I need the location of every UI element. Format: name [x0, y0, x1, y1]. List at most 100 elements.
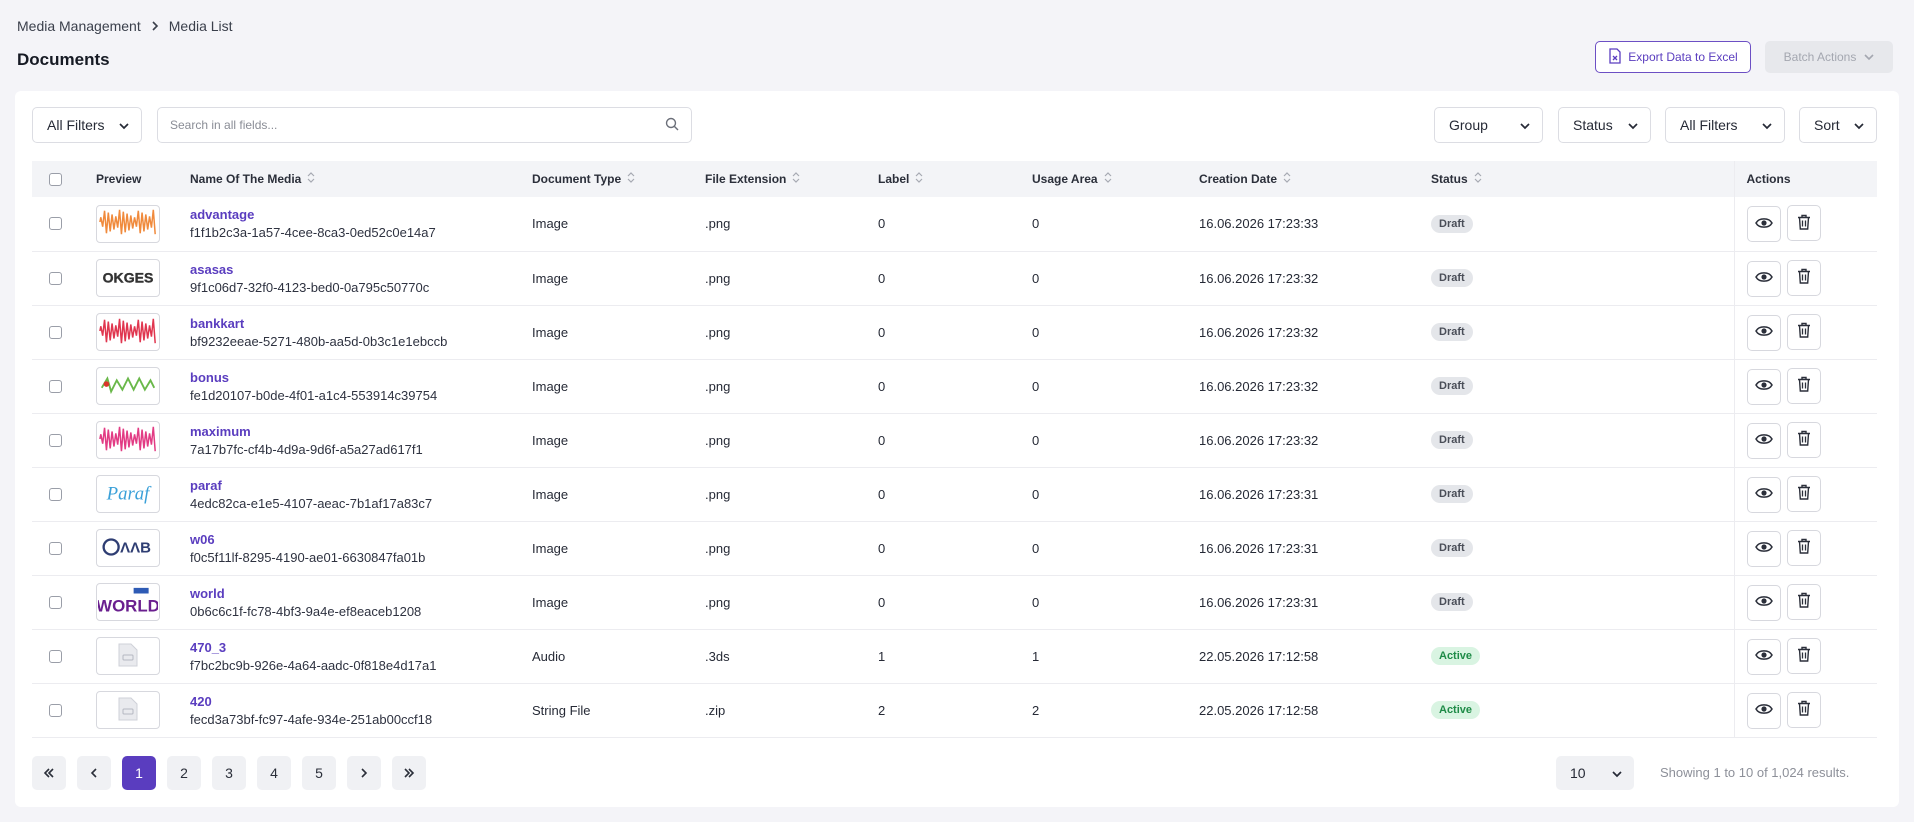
chevron-down-icon — [1628, 117, 1638, 133]
media-name-link[interactable]: 470_3 — [190, 639, 227, 655]
table-row[interactable]: 470_3 f7bc2bc9b-926e-4a64-aadc-0f818e4d1… — [32, 629, 1877, 683]
media-name-link[interactable]: w06 — [190, 531, 215, 547]
svg-text:Paraf: Paraf — [106, 483, 153, 504]
row-checkbox[interactable] — [49, 433, 62, 447]
col-type[interactable]: Document Type — [532, 161, 705, 197]
col-name[interactable]: Name Of The Media — [190, 161, 532, 197]
table-row[interactable]: maximum 7a17b7fc-cf4b-4d9a-9d6f-a5a27ad6… — [32, 413, 1877, 467]
media-name-link[interactable]: asasas — [190, 261, 234, 277]
search-input[interactable] — [170, 118, 650, 132]
view-button[interactable] — [1746, 206, 1781, 243]
row-checkbox[interactable] — [49, 595, 62, 609]
view-button[interactable] — [1746, 692, 1781, 729]
row-checkbox[interactable] — [49, 487, 62, 501]
view-button[interactable] — [1746, 422, 1781, 459]
sort-dropdown[interactable]: Sort — [1799, 107, 1877, 143]
search-box[interactable] — [157, 107, 692, 143]
delete-button[interactable] — [1786, 691, 1821, 728]
sort-icon[interactable] — [307, 172, 315, 186]
delete-button[interactable] — [1786, 367, 1821, 404]
page-button-2[interactable]: 2 — [167, 756, 201, 790]
media-preview[interactable] — [96, 204, 160, 243]
export-excel-button[interactable]: Export Data to Excel — [1595, 41, 1751, 73]
view-button[interactable] — [1746, 368, 1781, 405]
delete-button[interactable] — [1786, 205, 1821, 242]
view-button[interactable] — [1746, 584, 1781, 621]
view-button[interactable] — [1746, 314, 1781, 351]
table-row[interactable]: 420 fecd3a73bf-fc97-4afe-934e-251ab00ccf… — [32, 683, 1877, 737]
eye-icon — [1754, 324, 1773, 341]
document-type: Image — [532, 270, 569, 286]
media-preview[interactable] — [96, 313, 160, 351]
view-button[interactable] — [1746, 476, 1781, 513]
col-label[interactable]: Label — [878, 161, 1032, 197]
delete-button[interactable] — [1786, 529, 1821, 566]
sort-icon[interactable] — [1283, 172, 1291, 186]
media-preview[interactable]: OKGES — [96, 259, 160, 297]
page-size-select[interactable]: 10 — [1556, 756, 1634, 790]
view-button[interactable] — [1746, 638, 1781, 675]
status-dropdown[interactable]: Status — [1558, 107, 1651, 143]
media-name-link[interactable]: world — [190, 585, 225, 601]
page-button-3[interactable]: 3 — [212, 756, 246, 790]
delete-button[interactable] — [1786, 637, 1821, 674]
table-row[interactable]: bonus fe1d20107-b0de-4f01-a1c4-553914c39… — [32, 359, 1877, 413]
media-name-link[interactable]: advantage — [190, 207, 255, 223]
first-page-button[interactable] — [32, 756, 66, 790]
media-name-link[interactable]: 420 — [190, 693, 212, 709]
media-preview[interactable]: ΛΛB — [96, 529, 160, 567]
sort-icon[interactable] — [627, 172, 635, 186]
table-row[interactable]: bankkart bf9232eeae-5271-480b-aa5d-0b3c1… — [32, 305, 1877, 359]
media-name-link[interactable]: paraf — [190, 477, 222, 493]
delete-button[interactable] — [1786, 313, 1821, 350]
delete-button[interactable] — [1786, 583, 1821, 620]
row-checkbox[interactable] — [49, 325, 62, 339]
row-checkbox[interactable] — [49, 271, 62, 285]
all-filters-dropdown-left[interactable]: All Filters — [32, 107, 142, 143]
row-checkbox[interactable] — [49, 649, 62, 663]
sort-icon[interactable] — [1104, 172, 1112, 186]
media-preview[interactable] — [96, 421, 160, 459]
media-preview[interactable]: WORLD — [96, 583, 160, 621]
breadcrumb-root[interactable]: Media Management — [17, 18, 141, 34]
view-button[interactable] — [1746, 530, 1781, 567]
prev-page-button[interactable] — [77, 756, 111, 790]
sort-icon[interactable] — [792, 172, 800, 186]
media-name-link[interactable]: bonus — [190, 369, 229, 385]
row-checkbox[interactable] — [49, 217, 62, 231]
search-icon[interactable] — [665, 117, 679, 134]
group-dropdown[interactable]: Group — [1434, 107, 1543, 143]
media-preview[interactable] — [96, 691, 160, 729]
all-filters-dropdown-right[interactable]: All Filters — [1665, 107, 1785, 143]
last-page-button[interactable] — [392, 756, 426, 790]
delete-button[interactable] — [1786, 259, 1821, 296]
page-button-4[interactable]: 4 — [257, 756, 291, 790]
media-preview[interactable]: Paraf — [96, 475, 160, 513]
media-preview[interactable] — [96, 367, 160, 405]
media-name-link[interactable]: bankkart — [190, 315, 245, 331]
view-button[interactable] — [1746, 260, 1781, 297]
row-checkbox[interactable] — [49, 379, 62, 393]
row-checkbox[interactable] — [49, 541, 62, 555]
media-preview[interactable] — [96, 637, 160, 675]
row-checkbox[interactable] — [49, 703, 62, 717]
table-row[interactable]: OKGES asasas 9f1c06d7-32f0-4123-bed0-0a7… — [32, 251, 1877, 305]
sort-icon[interactable] — [915, 172, 923, 186]
col-extension[interactable]: File Extension — [705, 161, 878, 197]
col-date[interactable]: Creation Date — [1199, 161, 1431, 197]
page-button-1[interactable]: 1 — [122, 756, 156, 790]
table-row[interactable]: WORLD world 0b6c6c1f-fc78-4bf3-9a4e-ef8e… — [32, 575, 1877, 629]
delete-button[interactable] — [1786, 421, 1821, 458]
page-button-5[interactable]: 5 — [302, 756, 336, 790]
next-page-button[interactable] — [347, 756, 381, 790]
table-row[interactable]: ΛΛB w06 f0c5f11lf-8295-4190-ae01-6630847… — [32, 521, 1877, 575]
col-usage[interactable]: Usage Area — [1032, 161, 1199, 197]
media-name-link[interactable]: maximum — [190, 423, 251, 439]
col-status[interactable]: Status — [1431, 161, 1734, 197]
table-row[interactable]: Paraf paraf 4edc82ca-e1e5-4107-aeac-7b1a… — [32, 467, 1877, 521]
delete-button[interactable] — [1786, 475, 1821, 512]
sort-icon[interactable] — [1474, 172, 1482, 186]
batch-actions-button[interactable]: Batch Actions — [1765, 41, 1893, 73]
select-all-checkbox[interactable] — [49, 172, 62, 186]
table-row[interactable]: advantage f1f1b2c3a-1a57-4cee-8ca3-0ed52… — [32, 197, 1877, 251]
